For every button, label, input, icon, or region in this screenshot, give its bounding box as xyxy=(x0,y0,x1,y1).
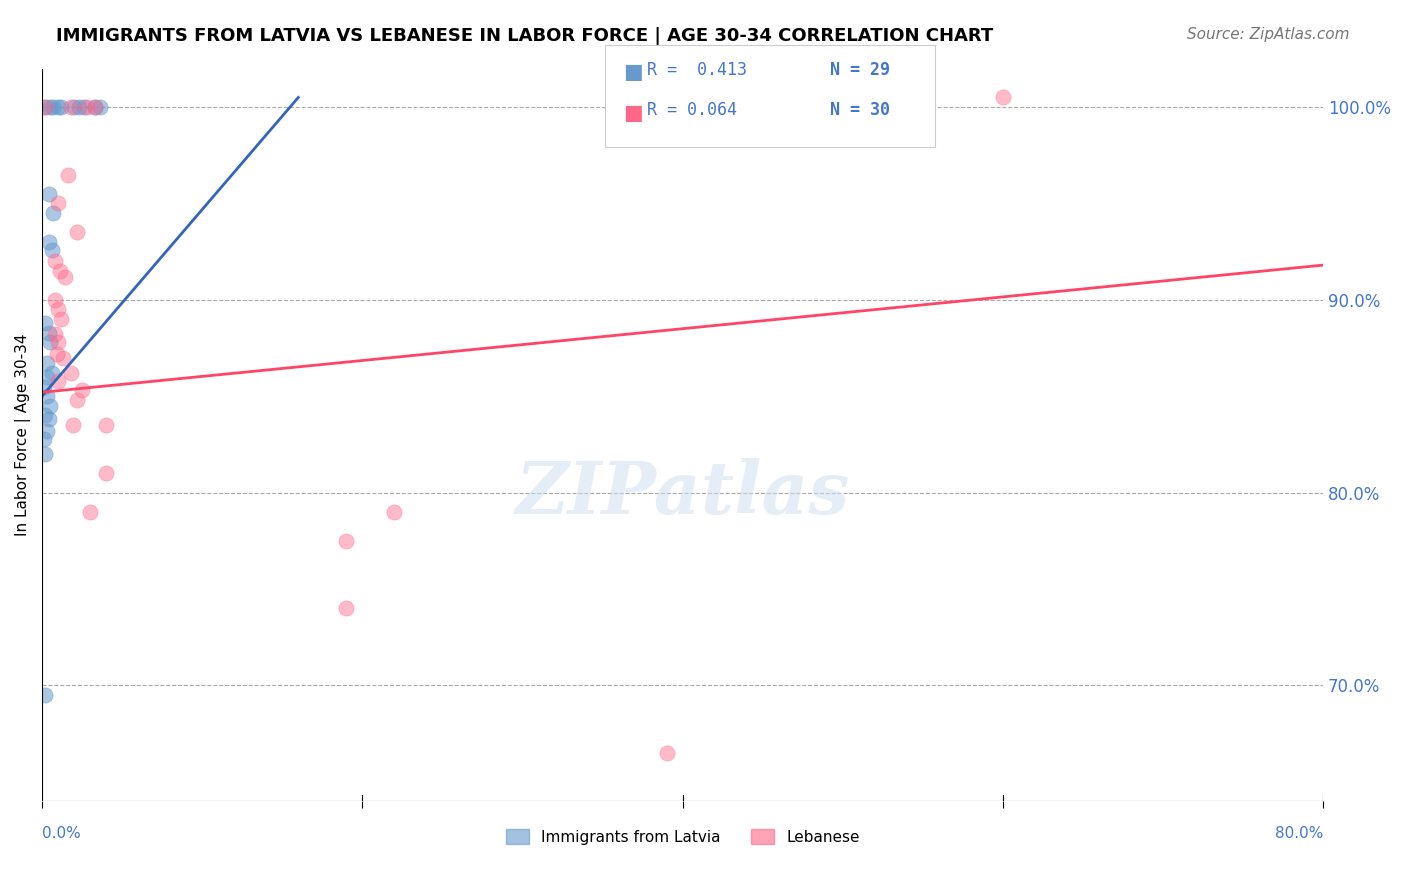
Point xyxy=(41,366,63,380)
Point xyxy=(34,688,56,702)
Point xyxy=(66,225,89,239)
Point xyxy=(384,505,406,519)
Point xyxy=(46,302,69,317)
Text: R = 0.064: R = 0.064 xyxy=(647,101,737,119)
Point xyxy=(63,100,86,114)
Text: Source: ZipAtlas.com: Source: ZipAtlas.com xyxy=(1187,27,1350,42)
Text: ■: ■ xyxy=(623,103,643,122)
Point xyxy=(32,432,55,446)
Point xyxy=(34,409,56,423)
Point xyxy=(335,533,357,548)
Point xyxy=(38,186,60,201)
Point xyxy=(46,100,69,114)
Point xyxy=(42,100,65,114)
Point xyxy=(44,327,66,342)
Point xyxy=(66,392,89,407)
Point xyxy=(34,100,56,114)
Point xyxy=(44,254,66,268)
Point xyxy=(56,168,79,182)
Point xyxy=(62,418,84,433)
Point xyxy=(84,100,107,114)
Point xyxy=(84,100,107,114)
Point xyxy=(70,384,93,398)
Point xyxy=(991,90,1014,104)
Point xyxy=(52,351,75,365)
Point xyxy=(51,100,73,114)
Y-axis label: In Labor Force | Age 30-34: In Labor Force | Age 30-34 xyxy=(15,334,31,536)
Point xyxy=(67,100,90,114)
Point xyxy=(46,335,69,350)
Point xyxy=(59,100,82,114)
Point xyxy=(59,366,82,380)
Point xyxy=(46,196,69,211)
Point xyxy=(96,418,118,433)
Point xyxy=(38,235,60,249)
Point xyxy=(44,293,66,307)
Point xyxy=(46,374,69,388)
Point xyxy=(35,424,58,438)
Point xyxy=(34,100,56,114)
Point xyxy=(35,356,58,370)
Text: 80.0%: 80.0% xyxy=(1275,826,1323,841)
Point xyxy=(39,399,62,413)
Text: N = 30: N = 30 xyxy=(830,101,890,119)
Point xyxy=(76,100,98,114)
Point xyxy=(38,412,60,426)
Point xyxy=(89,100,111,114)
Point xyxy=(96,467,118,481)
Point xyxy=(45,347,67,361)
Point xyxy=(35,389,58,403)
Point xyxy=(53,269,76,284)
Point xyxy=(73,100,96,114)
Text: ■: ■ xyxy=(623,62,643,82)
Point xyxy=(42,206,65,220)
Point xyxy=(39,100,62,114)
Point xyxy=(48,264,70,278)
Point xyxy=(32,379,55,393)
Point xyxy=(35,370,58,384)
Text: IMMIGRANTS FROM LATVIA VS LEBANESE IN LABOR FORCE | AGE 30-34 CORRELATION CHART: IMMIGRANTS FROM LATVIA VS LEBANESE IN LA… xyxy=(56,27,994,45)
Point xyxy=(335,601,357,615)
Legend: Immigrants from Latvia, Lebanese: Immigrants from Latvia, Lebanese xyxy=(506,829,859,845)
Point xyxy=(41,243,63,257)
Text: 0.0%: 0.0% xyxy=(42,826,82,841)
Text: R =  0.413: R = 0.413 xyxy=(647,61,747,78)
Point xyxy=(655,746,678,760)
Point xyxy=(38,326,60,340)
Text: N = 29: N = 29 xyxy=(830,61,890,78)
Point xyxy=(34,316,56,330)
Point xyxy=(51,312,73,326)
Point xyxy=(79,505,101,519)
Point xyxy=(39,335,62,350)
Point xyxy=(34,447,56,461)
Text: ZIPatlas: ZIPatlas xyxy=(516,458,849,529)
